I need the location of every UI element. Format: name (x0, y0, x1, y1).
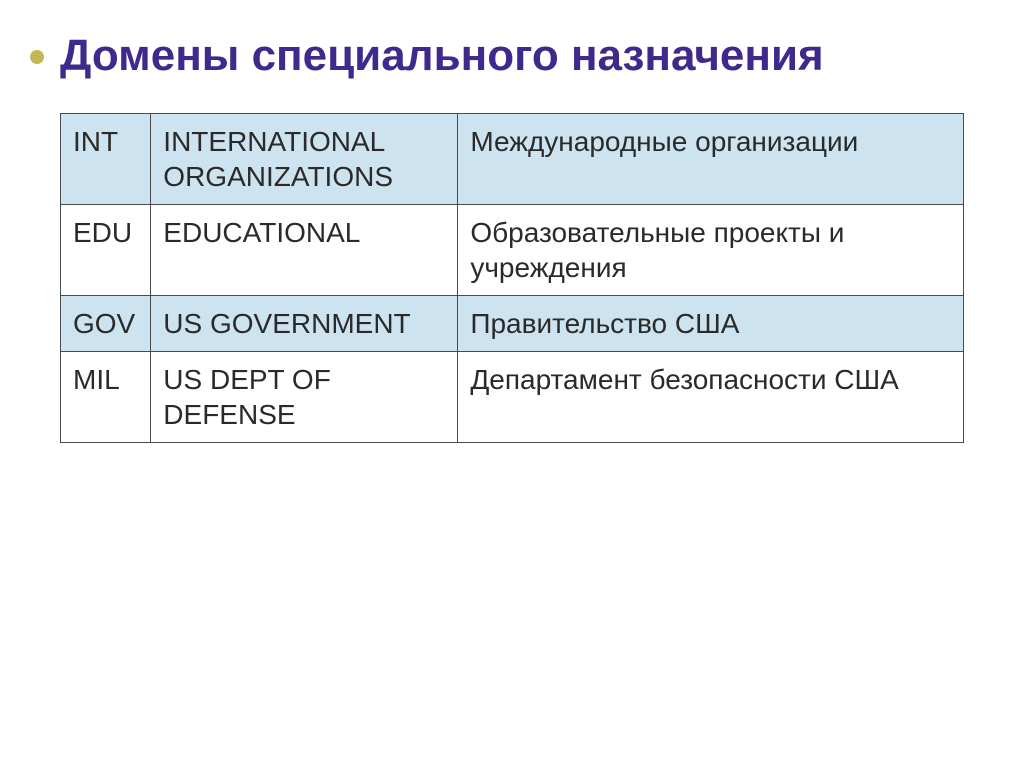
cell-russian: Департамент безопасности США (458, 351, 964, 442)
slide-title: Домены специального назначения (60, 30, 964, 83)
cell-code: INT (61, 113, 151, 204)
cell-code: GOV (61, 295, 151, 351)
cell-russian: Международные организации (458, 113, 964, 204)
table-row: EDU EDUCATIONAL Образовательные проекты … (61, 204, 964, 295)
cell-english: EDUCATIONAL (151, 204, 458, 295)
cell-english: INTERNATIONAL ORGANIZATIONS (151, 113, 458, 204)
title-bullet-icon (30, 50, 44, 64)
cell-code: EDU (61, 204, 151, 295)
cell-russian: Правительство США (458, 295, 964, 351)
table-row: GOV US GOVERNMENT Правительство США (61, 295, 964, 351)
domains-table: INT INTERNATIONAL ORGANIZATIONS Междунар… (60, 113, 964, 443)
cell-english: US GOVERNMENT (151, 295, 458, 351)
cell-russian: Образовательные проекты и учреждения (458, 204, 964, 295)
table-row: MIL US DEPT OF DEFENSE Департамент безоп… (61, 351, 964, 442)
cell-code: MIL (61, 351, 151, 442)
table-row: INT INTERNATIONAL ORGANIZATIONS Междунар… (61, 113, 964, 204)
cell-english: US DEPT OF DEFENSE (151, 351, 458, 442)
